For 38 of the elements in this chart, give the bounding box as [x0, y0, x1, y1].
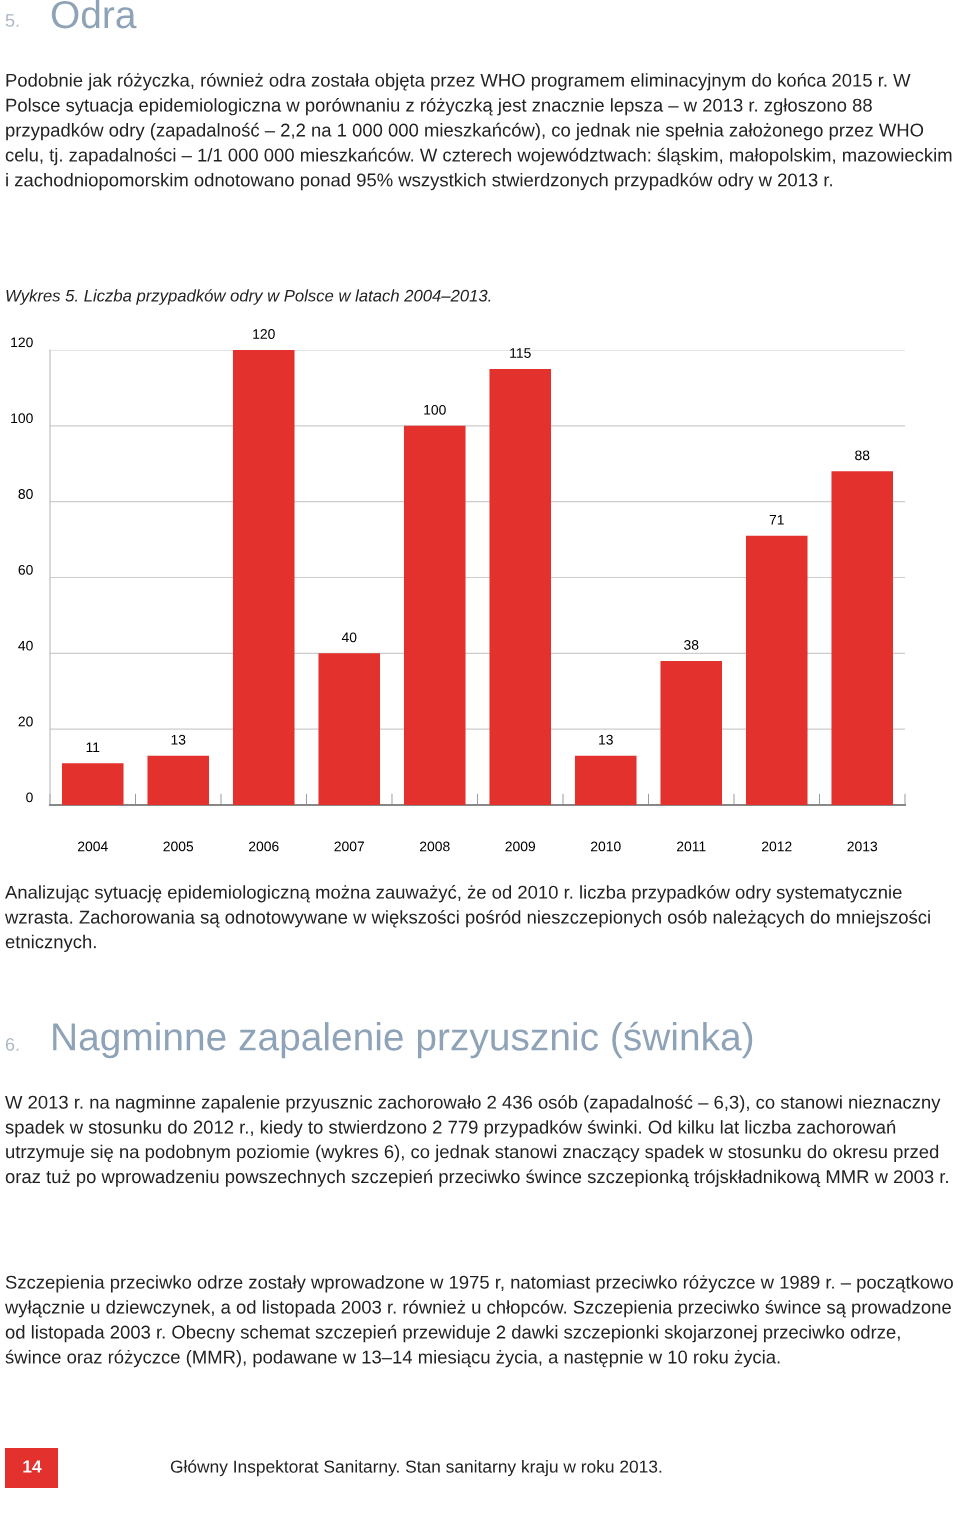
x-tick-label: 2013: [847, 841, 878, 852]
text: Nagminne zapalenie przyusznic (świnka): [53, 1021, 753, 1059]
text: W 2013 r. na nagminne zapalenie przyusznic zachorowało 2 436 osób (zapadalność – 6,3), co stanowi nieznaczny spadek w stosunku do 2012 r., kiedy to stwierdzono 2 779 przypadków świnki. Od kilku lat liczba zachorowań utrzymuje się na podobnym poziomie (wykres 6), co jednak stanowi znaczący spadek w stosunku do okresu przed oraz tuż po wprowadzeniu powszechnych szczepień przeciwko śwince szczepionką trójskładnikową MMR w 2003 r.: [5, 1095, 948, 1187]
data-label: 13: [171, 734, 186, 745]
text: 5.: [5, 14, 19, 27]
y-tick-label: 80: [18, 489, 33, 499]
chart-title: Wykres 5. Liczba przypadków odry w Polsce w latach 2004–2013.: [6, 289, 491, 305]
x-tick-label: 2006: [249, 841, 279, 852]
data-label: 88: [855, 450, 870, 461]
data-label: 40: [341, 632, 357, 643]
x-tick-label: 2010: [591, 841, 621, 852]
data-label: 100: [424, 404, 446, 415]
y-tick-label: 100: [11, 413, 33, 424]
y-tick-label: 120: [11, 337, 33, 348]
data-label: 120: [253, 329, 275, 339]
data-label: 38: [684, 640, 699, 650]
text: 6.: [5, 1038, 19, 1051]
y-tick-label: 0: [26, 792, 33, 803]
y-tick-label: 40: [18, 640, 33, 651]
data-label: 13: [599, 734, 613, 745]
data-label: 71: [769, 515, 784, 525]
x-tick-label: 2009: [505, 841, 536, 852]
text: Analizując sytuację epidemiologiczną można zauważyć, że od 2010 r. liczba przypadków odry systematycznie wzrasta. Zachorowania są odnotowywane w większości pośród nieszczepionych osób należących do mniejszości etnicznych.: [4, 885, 930, 952]
text: Szczepienia przeciwko odrze zostały wprowadzone w 1975 r, natomiast przeciwko różyczce w 1989 r. – początkowo wyłącznie u dziewczynek, a od listopada 2003 r. również u chłopców. Szczepienia przeciwko śwince są prowadzone od listopada 2003 r. Obecny schemat szczepień przewiduje 2 dawki szczepionki skojarzonej przeciwko odrze, śwince oraz różyczce (MMR), podawane w 13–14 miesiącu życia, a następnie w 10 roku życia.: [4, 1275, 953, 1368]
text: Główny Inspektorat Sanitarny. Stan sanitarny kraju w roku 2013.: [170, 1459, 662, 1477]
data-label: 115: [510, 348, 531, 358]
y-tick-label: 20: [18, 716, 33, 727]
x-tick-label: 2005: [163, 841, 194, 852]
x-tick-label: 2008: [420, 841, 450, 852]
y-tick-label: 60: [18, 564, 33, 575]
text: Odra: [51, 0, 137, 29]
x-tick-label: 2012: [762, 841, 792, 852]
x-tick-label: 2011: [677, 841, 706, 852]
text: 14: [23, 1460, 42, 1473]
text: Podobnie jak różyczka, również odra została objęta przez WHO programem eliminacyjnym do końca 2015 r. W Polsce sytuacja epidemiologiczna w porównaniu z różyczką jest znacznie lepsza – w 2013 r. zgłoszono 88 przypadków odry (zapadalność – 2,2 na 1 000 000 mieszkańców), co jednak nie spełnia założonego przez WHO celu, tj. zapadalności – 1/1 000 000 mieszkańców. W czterech województwach: śląskim, małopolskim, mazowieckim i zachodniopomorskim odnotowano ponad 95% wszystkich stwierdzonych przypadków odry w 2013 r.: [5, 73, 952, 191]
x-tick-label: 2007: [334, 841, 364, 852]
x-tick-label: 2004: [78, 841, 108, 852]
data-label: 11: [86, 742, 100, 753]
